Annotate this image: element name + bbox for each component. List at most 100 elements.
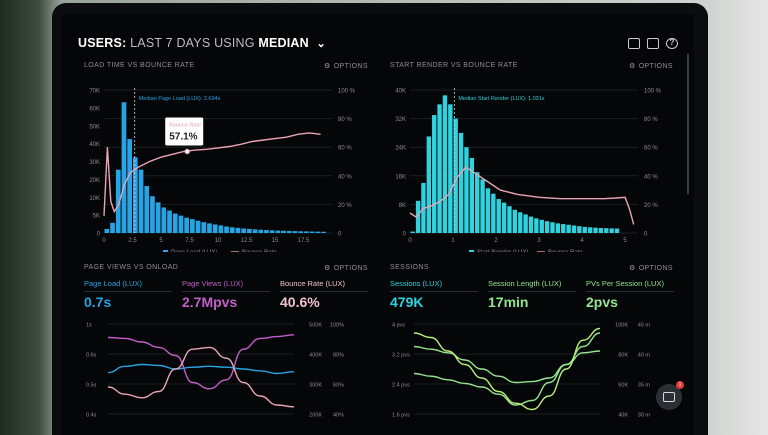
using-label: USING bbox=[214, 36, 255, 50]
metric-label: Page Views (LUX) bbox=[182, 279, 244, 288]
y-tick-label: 40K bbox=[395, 89, 406, 95]
scrollbar[interactable] bbox=[687, 54, 689, 194]
y-tick-label: 24K bbox=[395, 146, 406, 152]
options-label: OPTIONS bbox=[333, 265, 368, 272]
histogram-bar bbox=[172, 213, 178, 233]
metric-pvs-per-session[interactable]: PVs Per Session (LUX) 2pvs bbox=[586, 279, 674, 310]
histogram-bar bbox=[469, 157, 475, 233]
start-render-panel: START RENDER VS BOUNCE RATE ⚙ OPTIONS 0 8K… bbox=[390, 62, 673, 252]
histogram-bar bbox=[448, 104, 453, 233]
legend-swatch bbox=[469, 250, 474, 252]
chat-icon bbox=[663, 392, 675, 402]
histogram-bar bbox=[127, 139, 132, 233]
y-tick-label: 30K bbox=[89, 160, 100, 166]
x-tick-label: 3 bbox=[537, 238, 541, 244]
histogram-bar bbox=[480, 179, 485, 233]
histogram-bar bbox=[614, 228, 620, 233]
page-views-chart: 0.4s 0.5s 0.6s 1s 200K 300K 400K 500K 40% 60% 80% 1… bbox=[86, 323, 344, 419]
header-icons: ? bbox=[628, 38, 678, 49]
x-tick-label: 1 bbox=[451, 238, 455, 244]
options-button[interactable]: ⚙ OPTIONS bbox=[629, 264, 673, 272]
metric-divider bbox=[586, 291, 674, 292]
load-time-chart: 0 5K 10K 20K 30K 40K 50K 60K 70K 0 20 % 40 % 60 % 80 … bbox=[89, 88, 356, 252]
histogram-bar bbox=[212, 224, 218, 233]
dashboard-title[interactable]: USERS: LAST 7 DAYS USING MEDIAN ⌄ bbox=[78, 36, 678, 50]
monitor-icon[interactable] bbox=[628, 38, 640, 49]
x-tick-label: 0 bbox=[408, 238, 412, 244]
metric-bounce-rate[interactable]: Bounce Rate (LUX) 40.6% bbox=[280, 279, 368, 310]
tooltip-point bbox=[184, 148, 190, 155]
histogram-bar bbox=[501, 202, 507, 233]
x-tick-label: 0 bbox=[102, 238, 106, 244]
histogram-bar bbox=[518, 212, 523, 233]
histogram-bar bbox=[523, 214, 528, 233]
series-line bbox=[413, 327, 601, 411]
image-icon[interactable] bbox=[647, 38, 659, 49]
x-tick-label: 17.5 bbox=[298, 238, 310, 244]
y-tick-label: 5K bbox=[93, 214, 100, 220]
y-tick-label: 32K bbox=[395, 117, 406, 123]
histogram-bar bbox=[218, 225, 224, 233]
chat-button[interactable]: 1 bbox=[656, 381, 684, 410]
histogram-bar bbox=[598, 227, 604, 233]
options-button[interactable]: ⚙ OPTIONS bbox=[324, 62, 368, 70]
metric-page-views[interactable]: Page Views (LUX) 2.7Mpvs bbox=[182, 279, 270, 310]
histogram-bar bbox=[410, 231, 415, 233]
histogram-bar bbox=[561, 224, 566, 233]
users-label: USERS: bbox=[78, 36, 127, 50]
y-right-tick-label: 40 % bbox=[338, 174, 352, 180]
y-mid-tick-label: 300K bbox=[309, 383, 322, 389]
metric-divider bbox=[488, 291, 576, 292]
metric-value: 40.6% bbox=[280, 294, 320, 310]
gear-icon: ⚙ bbox=[629, 63, 636, 70]
histogram-bar bbox=[115, 169, 121, 233]
histogram-bar bbox=[309, 231, 315, 233]
histogram-bar bbox=[104, 228, 110, 233]
chevron-down-icon[interactable]: ⌄ bbox=[316, 38, 326, 50]
metric-label: PVs Per Session (LUX) bbox=[586, 279, 664, 288]
histogram-bar bbox=[155, 202, 161, 233]
histogram-bar bbox=[138, 169, 144, 233]
histogram-bar bbox=[496, 199, 501, 233]
metric-label: Page Load (LUX) bbox=[84, 279, 142, 288]
options-button[interactable]: ⚙ OPTIONS bbox=[629, 62, 673, 70]
panel-title: START RENDER VS BOUNCE RATE bbox=[390, 62, 518, 69]
options-button[interactable]: ⚙ OPTIONS bbox=[324, 264, 368, 272]
y-mid-tick-label: 200K bbox=[309, 413, 322, 419]
metric-page-load[interactable]: Page Load (LUX) 0.7s bbox=[84, 279, 172, 310]
histogram-bar bbox=[415, 200, 421, 233]
gear-icon: ⚙ bbox=[629, 265, 636, 272]
series-line bbox=[107, 346, 295, 408]
histogram-bar bbox=[144, 186, 150, 233]
dashboard-screen: USERS: LAST 7 DAYS USING MEDIAN ⌄ ? LOAD… bbox=[62, 14, 694, 435]
y-right-tick-label: 40% bbox=[333, 413, 344, 419]
histogram-bar bbox=[432, 115, 437, 233]
y-mid-tick-label: 60K bbox=[618, 383, 628, 389]
histogram-bar bbox=[275, 230, 281, 233]
metric-sessions[interactable]: Sessions (LUX) 479K bbox=[390, 279, 478, 310]
histogram-bar bbox=[264, 230, 269, 233]
histogram-bar bbox=[507, 206, 512, 233]
histogram-bar bbox=[577, 226, 582, 233]
y-tick-label: 1s bbox=[86, 323, 92, 329]
metric-divider bbox=[182, 291, 270, 292]
histogram-bar bbox=[464, 147, 469, 233]
histogram-bar bbox=[491, 193, 496, 233]
histogram-bar bbox=[195, 220, 201, 233]
median-label: Median Start Render (LUX): 1.031s bbox=[458, 96, 544, 102]
y-right-tick-label: 100% bbox=[330, 323, 344, 329]
help-icon[interactable]: ? bbox=[666, 38, 678, 49]
y-tick-label: 16K bbox=[395, 174, 406, 180]
x-tick-label: 5 bbox=[623, 238, 627, 244]
tooltip-label: Bounce Rate bbox=[169, 122, 201, 128]
histogram-bar bbox=[426, 136, 432, 233]
sessions-panel: SESSIONS ⚙ OPTIONS Sessions (LUX) 479K Se… bbox=[390, 264, 674, 435]
metric-label: Bounce Rate (LUX) bbox=[280, 279, 346, 288]
gear-icon: ⚙ bbox=[324, 63, 331, 70]
histogram-bar bbox=[133, 157, 138, 233]
dashboard-header[interactable]: USERS: LAST 7 DAYS USING MEDIAN ⌄ ? bbox=[78, 36, 678, 56]
metric-label: Sessions (LUX) bbox=[390, 279, 443, 288]
metric-session-length[interactable]: Session Length (LUX) 17min bbox=[488, 279, 576, 310]
histogram-bar bbox=[150, 196, 155, 233]
series-line bbox=[413, 350, 601, 406]
